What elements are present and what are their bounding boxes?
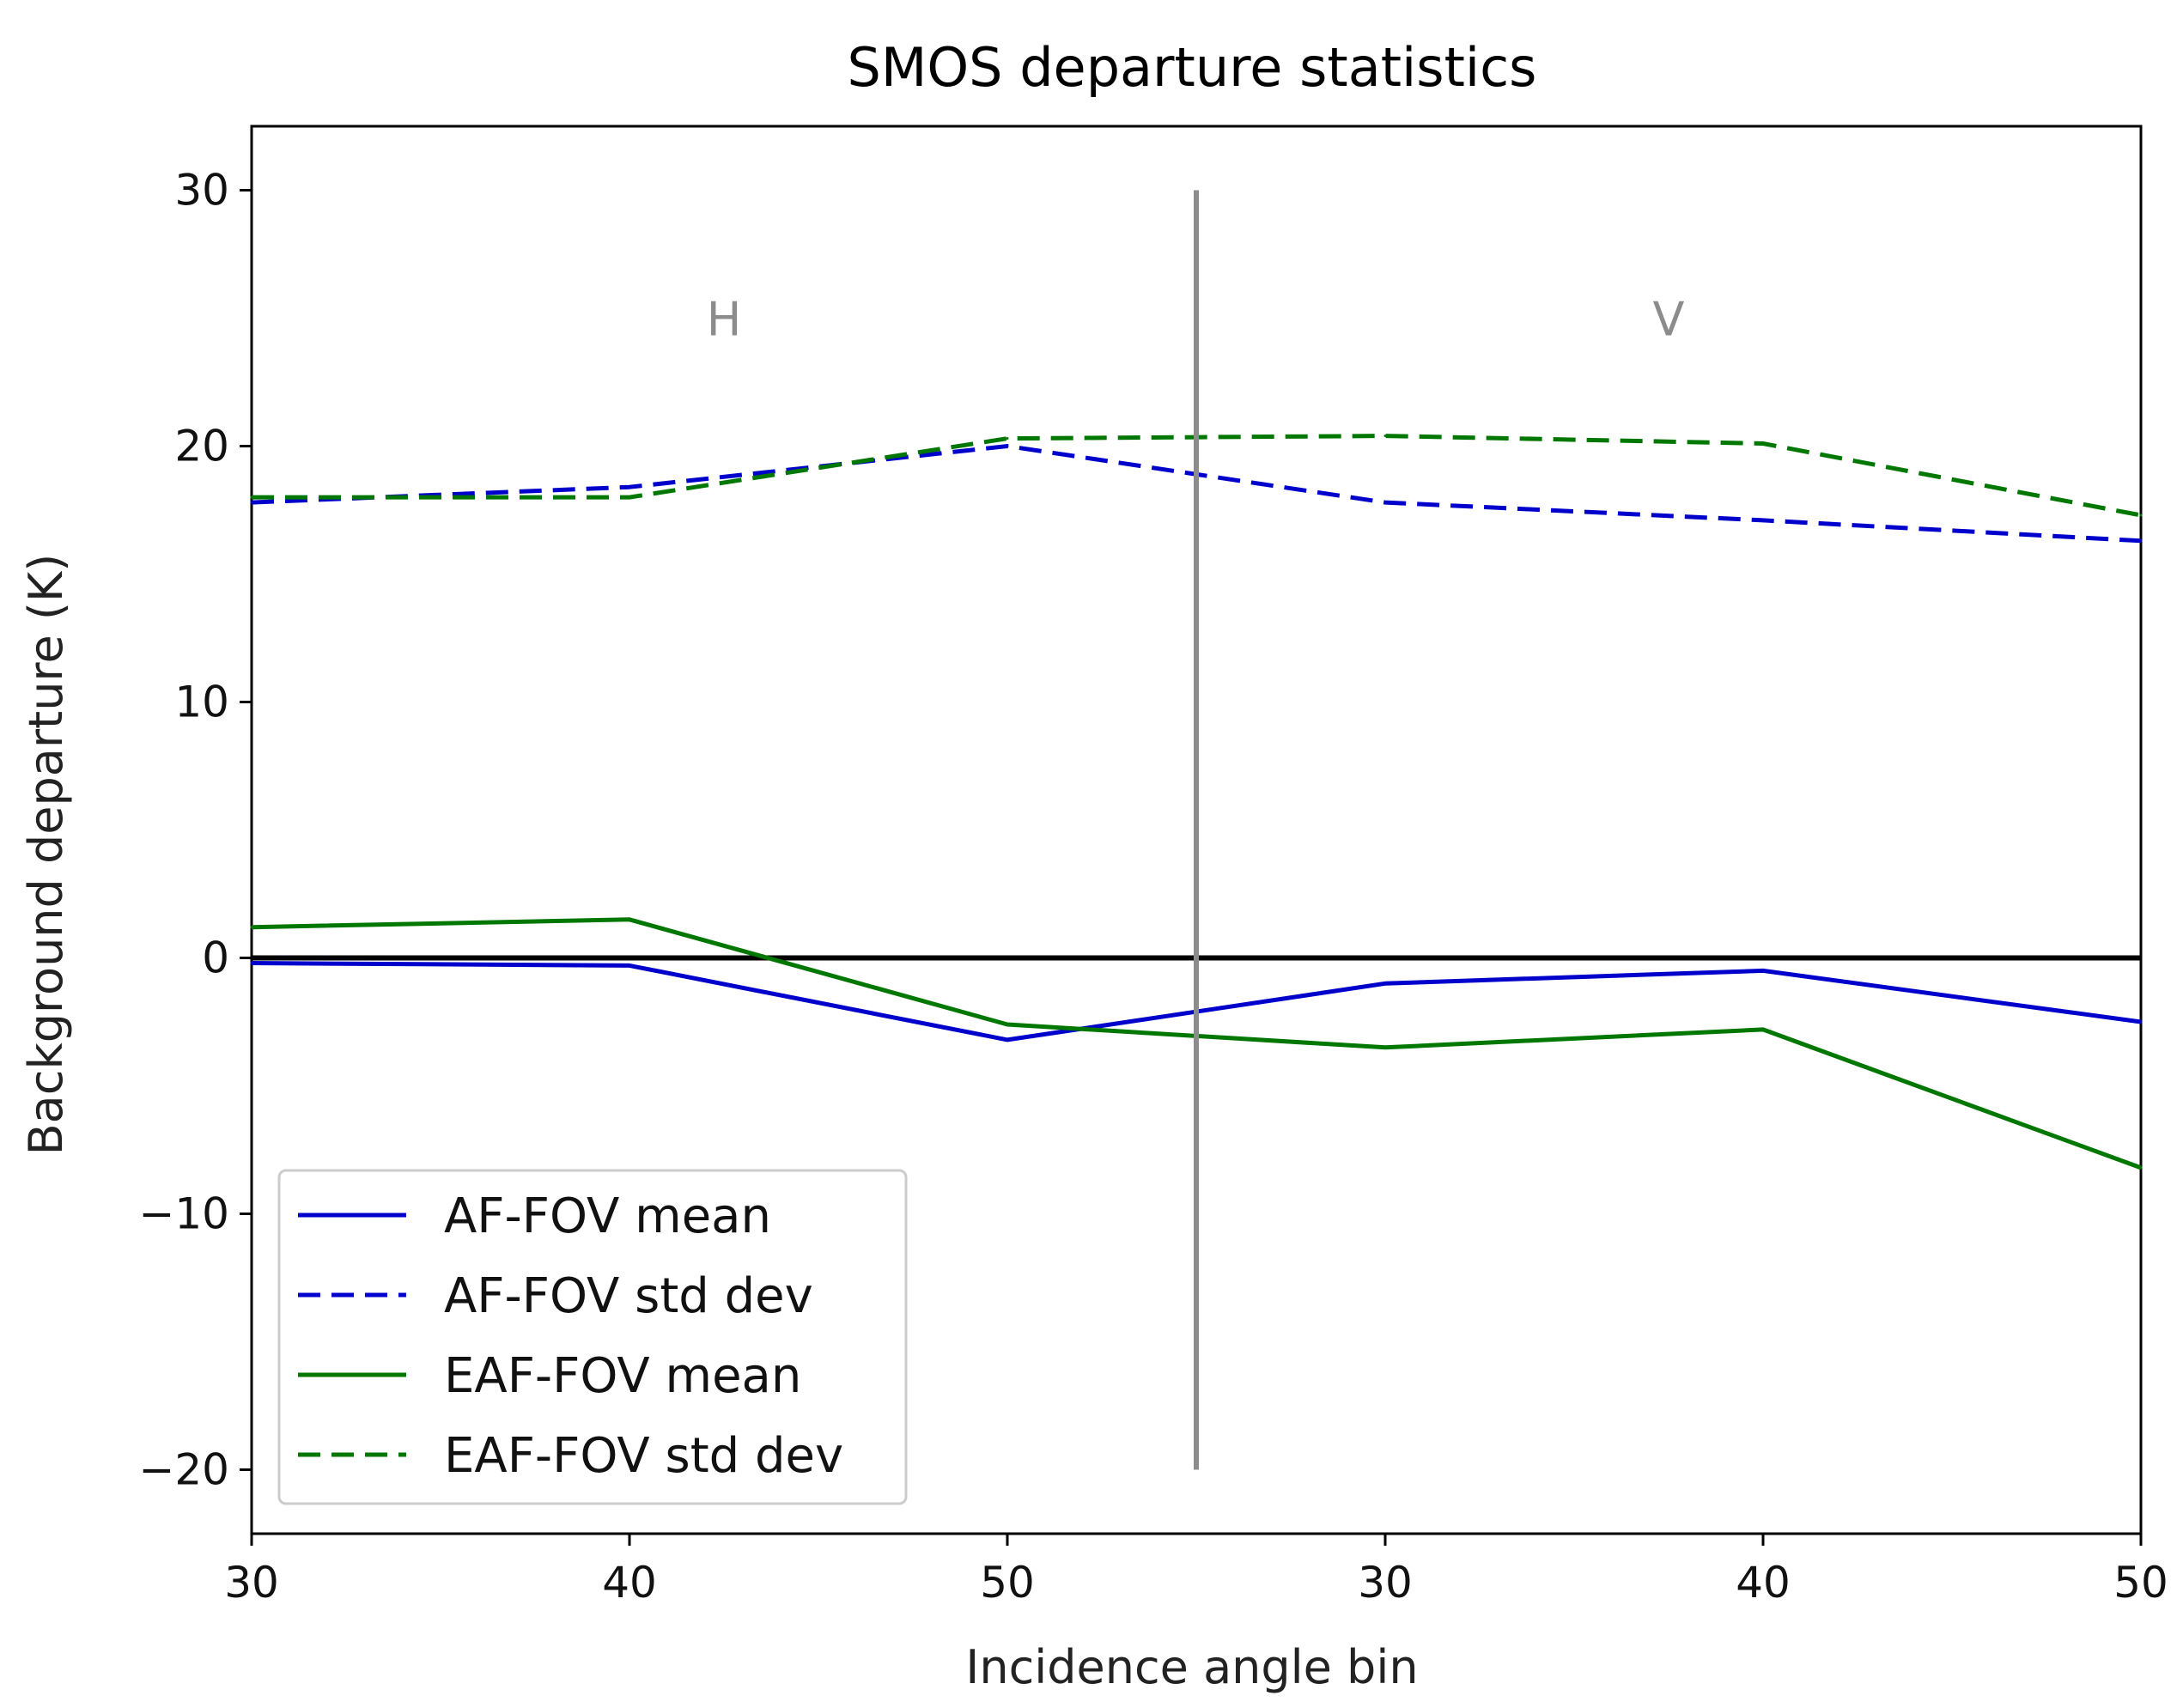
data-point bbox=[628, 963, 631, 967]
data-point bbox=[250, 961, 253, 964]
data-point bbox=[2139, 514, 2143, 517]
data-point bbox=[2139, 539, 2143, 543]
legend-label: AF-FOV mean bbox=[444, 1188, 771, 1244]
data-point bbox=[1761, 442, 1765, 446]
x-tick-label: 40 bbox=[1736, 1558, 1791, 1608]
data-point bbox=[1383, 435, 1387, 438]
y-tick-label: 30 bbox=[174, 166, 229, 216]
data-point bbox=[628, 495, 631, 499]
section-label-h: H bbox=[707, 293, 742, 347]
data-point bbox=[250, 495, 253, 499]
data-point bbox=[628, 485, 631, 489]
data-point bbox=[1006, 1023, 1009, 1026]
y-tick-label: 20 bbox=[174, 422, 229, 471]
data-point bbox=[1006, 445, 1009, 447]
data-point bbox=[1761, 519, 1765, 522]
legend-label: EAF-FOV mean bbox=[444, 1348, 801, 1404]
data-point bbox=[250, 501, 253, 504]
data-point bbox=[1761, 1028, 1765, 1031]
y-tick-label: −10 bbox=[138, 1189, 229, 1239]
y-axis-label: Background departure (K) bbox=[19, 554, 73, 1156]
legend-box bbox=[277, 1169, 908, 1505]
x-tick-label: 30 bbox=[224, 1558, 279, 1608]
data-point bbox=[628, 918, 631, 921]
data-point bbox=[1006, 437, 1009, 441]
x-tick-label: 40 bbox=[602, 1558, 657, 1608]
data-point bbox=[1006, 1038, 1009, 1042]
legend-label: AF-FOV std dev bbox=[444, 1268, 813, 1324]
axes-frame bbox=[250, 125, 2143, 1535]
chart-title: SMOS departure statistics bbox=[847, 36, 1536, 99]
x-tick-label: 30 bbox=[1358, 1558, 1413, 1608]
y-tick-label: 10 bbox=[174, 678, 229, 727]
data-point bbox=[250, 926, 253, 929]
x-tick-label: 50 bbox=[2113, 1558, 2168, 1608]
data-point bbox=[2139, 1020, 2143, 1024]
data-point bbox=[1383, 982, 1387, 985]
data-point bbox=[1761, 969, 1765, 972]
y-tick-label: −20 bbox=[138, 1445, 229, 1495]
legend-label: EAF-FOV std dev bbox=[444, 1428, 843, 1484]
data-point bbox=[1383, 501, 1387, 504]
data-point bbox=[1383, 1046, 1387, 1049]
x-axis-label: Incidence angle bin bbox=[965, 1640, 1418, 1694]
legend: AF-FOV mean AF-FOV std dev EAF-FOV mean EAF… bbox=[277, 1169, 908, 1505]
section-label-v: V bbox=[1653, 293, 1685, 347]
y-tick-label: 0 bbox=[202, 933, 229, 983]
x-tick-label: 50 bbox=[980, 1558, 1035, 1608]
data-point bbox=[2139, 1166, 2143, 1170]
